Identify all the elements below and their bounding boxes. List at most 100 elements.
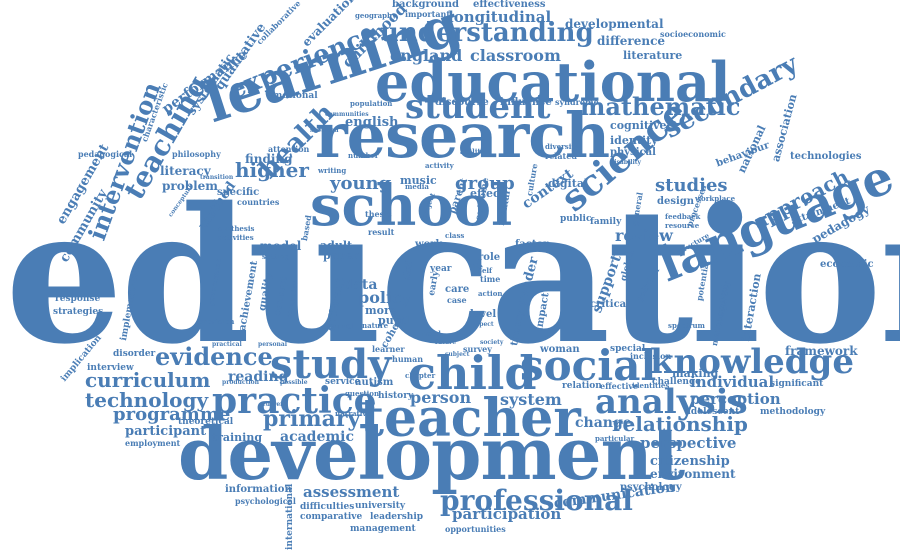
word-syndrome: syndrome bbox=[555, 98, 599, 106]
word-attention: attention bbox=[268, 145, 309, 153]
word-collaborative: collaborative bbox=[255, 0, 302, 46]
word-factor: factor bbox=[515, 240, 548, 250]
word-change: change bbox=[575, 416, 632, 430]
word-history: history bbox=[378, 392, 413, 401]
word-influence: influence bbox=[500, 98, 552, 108]
word-technologies: technologies bbox=[790, 152, 862, 162]
word-transition: transition bbox=[200, 175, 233, 181]
word-training: training bbox=[212, 432, 262, 443]
word-evidence: evidence bbox=[155, 345, 273, 369]
word-chapter: chapter bbox=[405, 372, 435, 379]
word-learner: learner bbox=[372, 345, 405, 353]
word-woman: woman bbox=[540, 345, 580, 355]
word-finding: finding bbox=[245, 153, 293, 165]
word-aspect: aspect bbox=[472, 322, 494, 328]
word-employment: employment bbox=[125, 439, 180, 447]
word-response: response bbox=[55, 295, 100, 304]
word-control: control bbox=[322, 322, 354, 330]
word-effectiveness: effectiveness bbox=[473, 0, 546, 10]
word-critical: critical bbox=[590, 300, 630, 310]
word-feedback: feedback bbox=[665, 213, 700, 220]
word-design: design bbox=[657, 197, 694, 207]
word-ability: ability bbox=[460, 148, 485, 155]
word-subject: subject bbox=[445, 352, 469, 358]
word-economic: economic bbox=[820, 260, 874, 270]
word-discourse: discourse bbox=[435, 98, 489, 108]
word-workplace: workplace bbox=[695, 195, 735, 202]
word-disorder: disorder bbox=[113, 350, 155, 359]
word-assessment: assessment bbox=[303, 485, 399, 500]
word-adolescent: adolescent bbox=[685, 408, 739, 417]
word-methodology: methodology bbox=[760, 408, 825, 417]
word-leadership: leadership bbox=[370, 513, 423, 522]
word-time: time bbox=[480, 275, 500, 283]
word-care: care bbox=[445, 285, 469, 295]
word-class: class bbox=[445, 232, 464, 239]
word-perception: perception bbox=[690, 392, 781, 407]
word-result: result bbox=[368, 228, 394, 236]
word-literature: literature bbox=[623, 50, 682, 61]
word-activities: activities bbox=[218, 234, 254, 241]
word-special: special bbox=[610, 345, 645, 354]
word-emotional: emotional bbox=[267, 92, 318, 101]
word-communities: communities bbox=[325, 112, 369, 118]
word-family: family bbox=[590, 218, 621, 227]
word-person: person bbox=[410, 390, 471, 406]
word-personal: personal bbox=[258, 342, 287, 348]
word-service: service bbox=[325, 378, 360, 387]
word-case: case bbox=[447, 296, 467, 304]
word-identity: identity bbox=[610, 135, 658, 146]
word-thesis: thesis bbox=[365, 210, 392, 218]
word-pedagogical: pedagogical bbox=[78, 150, 132, 158]
word-possible: possible bbox=[280, 380, 308, 386]
word-action: action bbox=[478, 290, 502, 297]
word-self: self bbox=[478, 267, 492, 274]
word-longitudinal: longitudinal bbox=[448, 10, 551, 25]
word-society: society bbox=[480, 340, 503, 346]
word-studies: studies bbox=[655, 177, 728, 195]
word-perspective: perspective bbox=[640, 436, 736, 451]
word-physical: physical bbox=[610, 148, 656, 158]
word-countries: countries bbox=[237, 198, 279, 206]
word-relationship: relationship bbox=[612, 414, 748, 434]
word-resource: resource bbox=[665, 222, 699, 229]
word-young: young bbox=[330, 175, 391, 193]
word-paper: paper bbox=[323, 250, 358, 261]
word-curriculum: curriculum bbox=[85, 370, 210, 390]
word-england: england bbox=[390, 48, 462, 64]
word-interview: interview bbox=[87, 364, 134, 373]
word-difference: difference bbox=[597, 35, 665, 47]
word-strategies: strategies bbox=[53, 308, 103, 317]
word-theoretical: theoretical bbox=[178, 418, 233, 427]
word-spectrum: spectrum bbox=[668, 322, 705, 329]
word-public: public bbox=[560, 215, 591, 224]
word-media: media bbox=[405, 183, 429, 190]
word-future: future bbox=[435, 340, 456, 346]
word-related: related bbox=[545, 152, 577, 160]
word-production: production bbox=[222, 380, 259, 386]
word-scotland: scotland bbox=[310, 128, 339, 134]
word-synthesis: synthesis bbox=[218, 225, 254, 232]
word-question: question bbox=[345, 390, 379, 397]
word-data: data bbox=[343, 278, 377, 292]
word-psychology: psychology bbox=[620, 483, 682, 493]
word-level: level bbox=[470, 310, 496, 320]
word-setting: setting bbox=[262, 253, 290, 260]
word-management: management bbox=[350, 525, 416, 534]
word-international: international bbox=[286, 484, 295, 550]
word-work: work bbox=[415, 240, 442, 250]
word-important: important bbox=[405, 10, 450, 18]
word-review: review bbox=[615, 228, 673, 244]
word-nature: nature bbox=[362, 322, 388, 329]
word-geography: geography bbox=[355, 12, 396, 19]
word-diversity: diversity bbox=[545, 143, 579, 150]
word-writing: writing bbox=[318, 167, 346, 174]
word-system: system bbox=[500, 392, 562, 408]
word-number: number bbox=[348, 152, 379, 159]
word-environment: environment bbox=[650, 468, 736, 480]
word-model: model bbox=[260, 240, 301, 252]
word-population: population bbox=[350, 100, 392, 107]
word-framework: framework bbox=[785, 345, 858, 357]
word-opportunities: opportunities bbox=[445, 525, 506, 533]
word-significant: significant bbox=[770, 380, 823, 389]
